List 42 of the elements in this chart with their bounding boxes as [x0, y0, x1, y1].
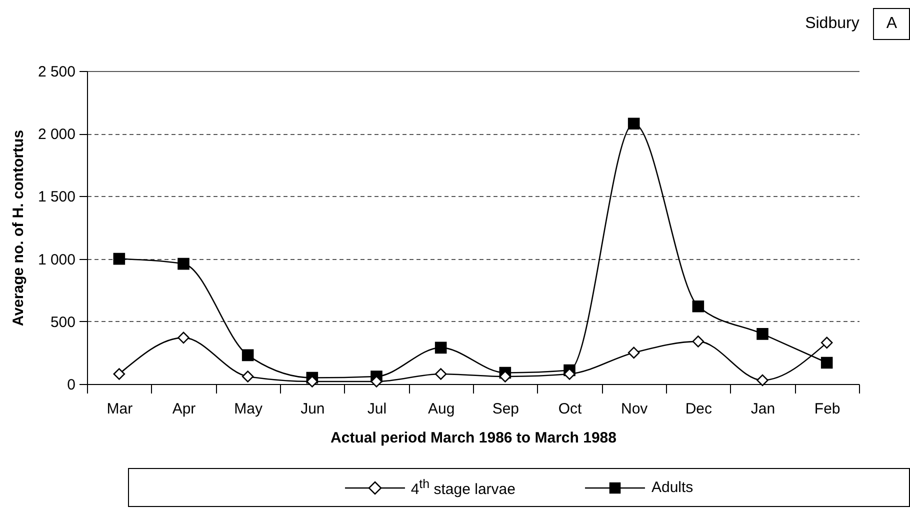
x-tick-label: Jul: [367, 400, 387, 418]
point: [434, 368, 447, 380]
point: [756, 374, 768, 386]
x-tick-label: Oct: [558, 400, 582, 418]
y-axis-title: Average no. of H. contortus: [10, 130, 27, 326]
point: [564, 368, 576, 380]
x-tick-label: Jun: [300, 400, 325, 418]
x-tick-label: Feb: [814, 400, 840, 418]
x-tick-label: Aug: [428, 400, 455, 418]
x-axis-title: Actual period March 1986 to March 1988: [330, 430, 616, 446]
x-tick-label: Sep: [492, 400, 520, 418]
x-tick-label: May: [234, 400, 263, 418]
x-tick-label: Apr: [172, 400, 196, 418]
point: [628, 346, 640, 359]
point: [692, 300, 704, 312]
x-tick-label: Mar: [106, 400, 133, 418]
point: [628, 118, 640, 130]
y-tick-label: 2 000: [38, 126, 76, 144]
point: [434, 342, 447, 354]
y-tick-label: 1 000: [38, 251, 76, 268]
y-tick-label: 500: [50, 314, 76, 331]
point: [113, 252, 126, 265]
x-tick-label: Dec: [685, 400, 712, 418]
y-tick-label: 1 500: [38, 188, 76, 206]
point: [178, 332, 190, 344]
point: [242, 370, 254, 382]
x-tick-label: Nov: [620, 400, 648, 418]
point: [692, 336, 704, 348]
point: [820, 336, 833, 349]
point: [242, 349, 254, 362]
point: [820, 356, 833, 369]
text: A: [873, 8, 910, 40]
point: [756, 328, 768, 340]
point: [113, 368, 126, 380]
x-tick-label: Jan: [750, 400, 776, 418]
y-tick-label: 2 500: [38, 64, 76, 80]
text: Sidbury: [805, 15, 860, 33]
y-tick-label: 0: [67, 376, 76, 394]
point: [178, 258, 190, 270]
point: [370, 376, 382, 388]
legend-label: Adults: [651, 479, 694, 496]
legend-label: 4$^{th}$ stage larvae: [410, 477, 516, 498]
